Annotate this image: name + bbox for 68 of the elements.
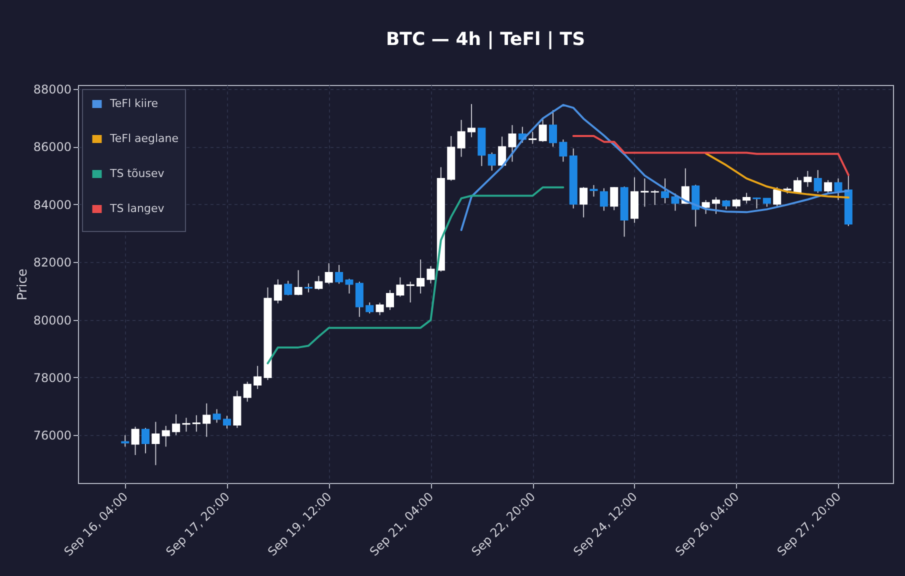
- candlestick: [426, 266, 435, 284]
- candlestick: [416, 258, 425, 294]
- y-tick-label: 82000: [33, 256, 72, 270]
- candlestick: [152, 421, 160, 466]
- y-tick-label: 78000: [33, 370, 72, 385]
- y-tick-label: 76000: [33, 428, 72, 443]
- y-tick-label: 88000: [33, 82, 72, 97]
- candlestick: [386, 290, 394, 310]
- candlestick: [212, 408, 221, 424]
- candlestick: [355, 281, 364, 318]
- y-tick-label: 86000: [33, 140, 72, 154]
- candlestick: [732, 198, 740, 209]
- y-tick-label: 84000: [33, 198, 72, 212]
- candlestick: [548, 110, 557, 148]
- candlestick: [692, 184, 700, 228]
- candlestick: [396, 276, 404, 298]
- candlestick: [172, 414, 180, 436]
- candlestick: [712, 196, 720, 214]
- candlestick: [202, 402, 211, 438]
- candlestick: [834, 178, 842, 201]
- legend-label: TeFl aeglane: [109, 132, 179, 145]
- candlestick: [650, 189, 659, 206]
- candlestick: [702, 200, 710, 214]
- candlestick: [488, 152, 496, 172]
- candlestick: [814, 170, 822, 194]
- candlestick: [538, 118, 547, 142]
- candlestick: [528, 131, 537, 144]
- candlestick: [192, 414, 200, 432]
- candlestick: [600, 188, 608, 212]
- candlestick: [824, 180, 832, 194]
- candlestick: [254, 365, 262, 390]
- candlestick: [294, 270, 302, 296]
- legend-label: TS tõusev: [109, 167, 165, 180]
- candlestick: [467, 104, 476, 138]
- y-axis-title: Price: [15, 268, 30, 300]
- candlestick: [590, 184, 598, 198]
- candlestick: [580, 186, 588, 218]
- candlestick: [162, 425, 170, 448]
- candlestick: [243, 381, 252, 402]
- candlestick: [742, 192, 751, 204]
- candlestick: [804, 170, 812, 188]
- candlestick: [773, 186, 782, 208]
- candlestick: [498, 136, 506, 168]
- candlestick: [640, 178, 649, 208]
- candlestick: [610, 186, 618, 211]
- candlestick: [314, 275, 323, 290]
- candlestick: [722, 200, 730, 210]
- candlestick: [324, 262, 333, 284]
- candlestick: [406, 281, 414, 303]
- y-tick-label: 80000: [33, 313, 72, 328]
- candlestick: [508, 124, 516, 162]
- candlestick: [182, 417, 190, 432]
- candlestick: [559, 139, 568, 162]
- candlestick: [131, 426, 140, 456]
- candlestick: [121, 434, 130, 448]
- candlestick: [376, 302, 384, 316]
- chart-title: BTC — 4h | TeFl | TS: [386, 29, 586, 50]
- legend-label: TS langev: [109, 202, 165, 215]
- candlestick: [284, 280, 292, 296]
- candlestick: [345, 278, 354, 294]
- candlestick: [366, 302, 374, 314]
- candlestick: [335, 264, 344, 284]
- candlestick: [141, 427, 150, 454]
- candlestick: [661, 178, 670, 204]
- candlestick: [222, 415, 231, 429]
- candlestick: [457, 119, 466, 158]
- candlestick: [274, 278, 282, 304]
- legend-label: TeFl kiire: [109, 97, 158, 110]
